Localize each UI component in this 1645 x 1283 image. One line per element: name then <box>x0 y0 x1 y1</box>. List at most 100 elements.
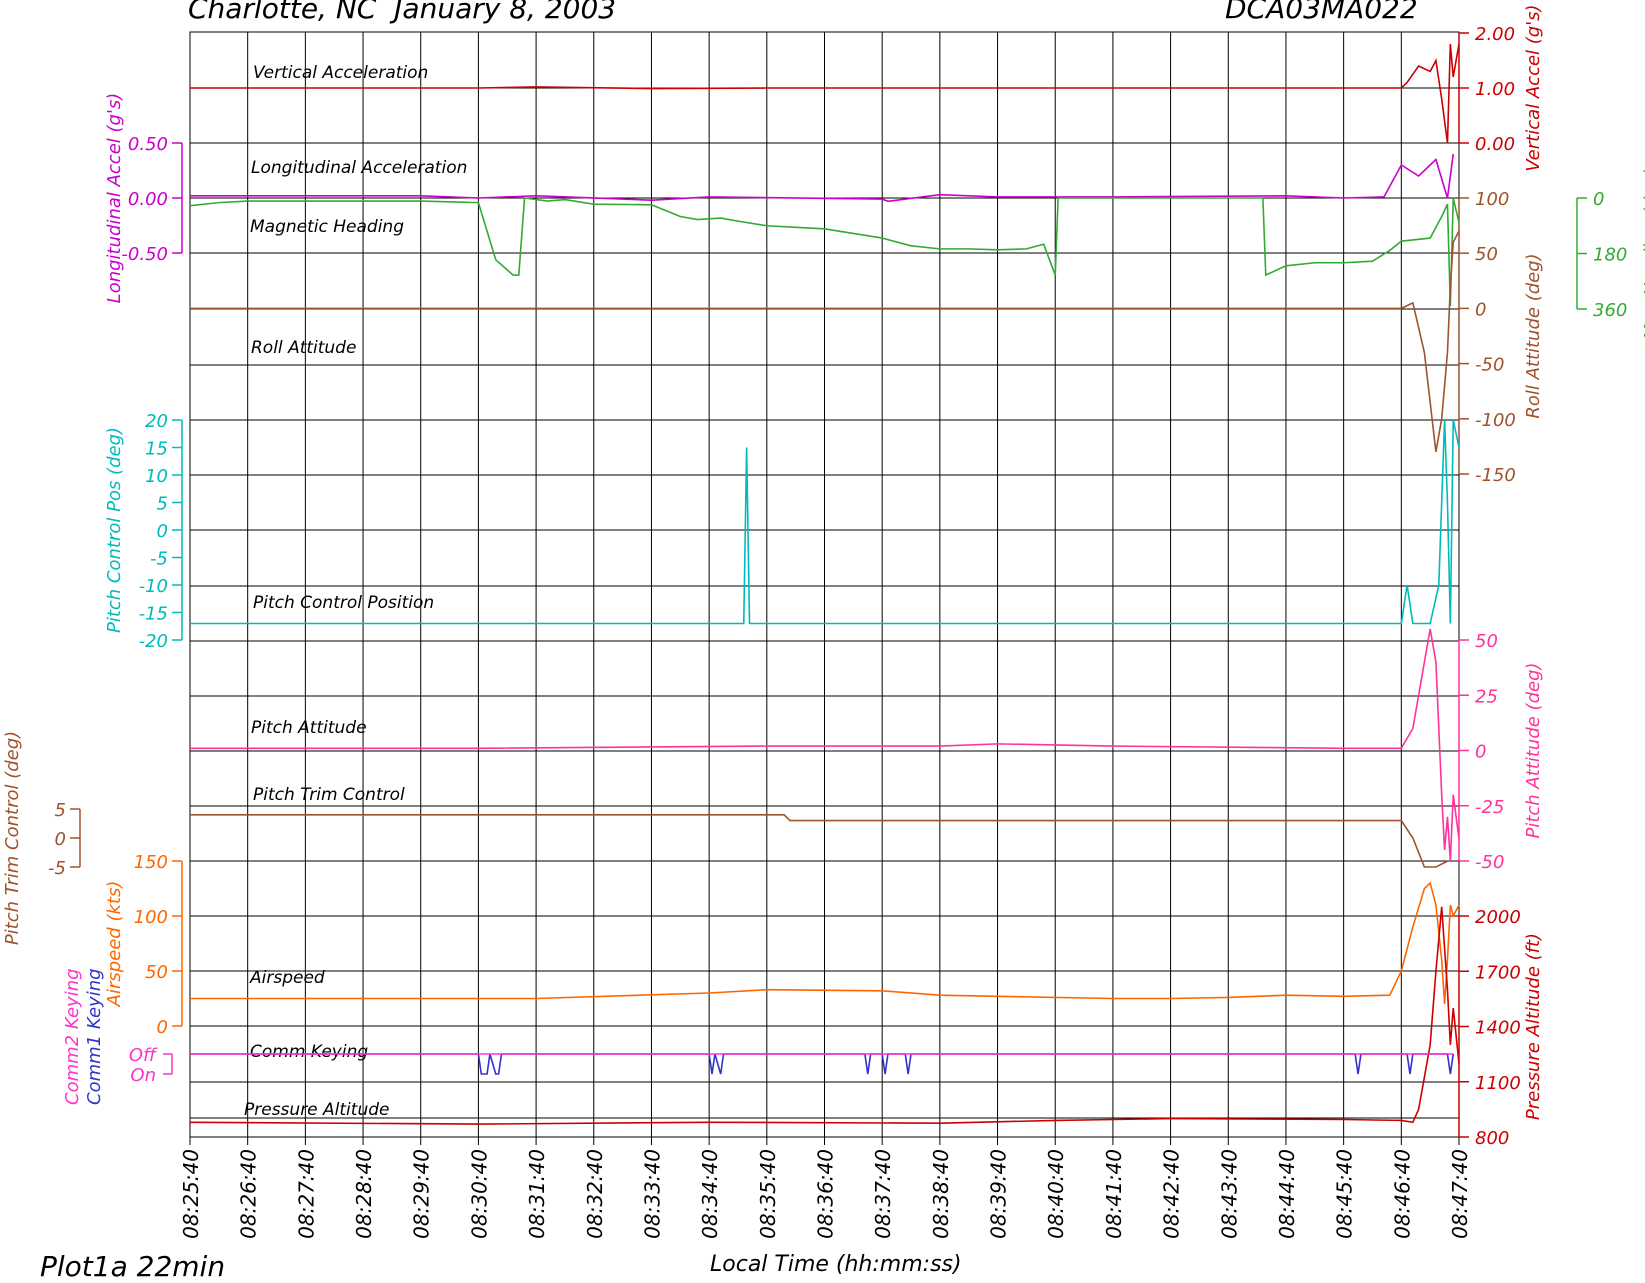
series-label-pitch_att: Pitch Attitude <box>251 718 367 738</box>
axis-tick-label: 25 <box>1475 686 1498 707</box>
axis-tick-label: 0.50 <box>128 134 168 155</box>
axis-tick-label: -5 <box>48 858 66 879</box>
axis-tick-label: 2000 <box>1475 907 1521 928</box>
series-line-comm1 <box>190 1053 1455 1075</box>
axis-tick-label: 2.00 <box>1475 24 1515 45</box>
axis-title-long_accel: Longitudinal Accel (g's) <box>104 93 125 304</box>
series-line-mag_heading <box>189 197 1460 306</box>
x-axis-title: Local Time (hh:mm:ss) <box>710 1252 962 1277</box>
x-tick-label: 08:32:40 <box>583 1149 607 1239</box>
axis-tick-label: -25 <box>1475 797 1504 818</box>
axis-title-airspeed: Airspeed (kts) <box>104 881 125 1008</box>
x-tick-label: 08:37:40 <box>871 1149 895 1239</box>
x-tick-label: 08:41:40 <box>1102 1149 1126 1239</box>
x-tick-label: 08:30:40 <box>467 1149 491 1239</box>
axis-tick-label: 150 <box>134 852 168 873</box>
x-tick-label: 08:28:40 <box>352 1149 376 1239</box>
axis-tick-label: 0.00 <box>1475 134 1515 155</box>
series-label-vert_accel: Vertical Acceleration <box>253 63 428 83</box>
axis-tick-label: 100 <box>1475 189 1509 210</box>
axis-tick-label: 50 <box>1475 244 1498 265</box>
case-id: DCA03MA022 <box>1225 0 1418 25</box>
x-tick-label: 08:35:40 <box>756 1149 780 1239</box>
axis-tick-label: 0 <box>1593 189 1604 210</box>
axis-tick-label: -50 <box>1475 852 1504 873</box>
series-label-mag_heading: Magnetic Heading <box>250 217 404 237</box>
series-label-comm: Comm Keying <box>250 1042 368 1062</box>
series-line-long_accel <box>190 153 1455 203</box>
series-label-long_accel: Longitudinal Acceleration <box>251 158 467 178</box>
series-line-pitch_ctrl <box>190 419 1460 625</box>
axis-title-pitch_att: Pitch Attitude (deg) <box>1523 662 1544 838</box>
axis-tick-label: 180 <box>1593 245 1627 266</box>
x-tick-label: 08:33:40 <box>640 1149 664 1239</box>
axis-tick-label: 800 <box>1475 1128 1509 1149</box>
axis-tick-label: -50 <box>1475 355 1504 376</box>
comm2-axis-title: Comm2 Keying <box>62 968 83 1105</box>
axis-tick-label: -5 <box>150 549 168 570</box>
series-line-pitch_trim <box>190 813 1448 868</box>
axis-tick-label: -10 <box>139 576 168 597</box>
axis-tick-label: 0 <box>1475 299 1486 320</box>
series-label-pitch_trim: Pitch Trim Control <box>253 785 405 805</box>
axis-tick-label: -150 <box>1475 465 1516 486</box>
series-line-pitch_att <box>190 628 1460 862</box>
axis-tick-label: 15 <box>145 439 168 460</box>
x-tick-label: 08:40:40 <box>1044 1149 1068 1239</box>
axis-tick-label: 50 <box>1475 631 1498 652</box>
x-tick-label: 08:25:40 <box>179 1149 203 1239</box>
axis-title-pitch_ctrl: Pitch Control Pos (deg) <box>104 427 125 633</box>
axis-title-vert_accel: Vertical Accel (g's) <box>1523 4 1544 171</box>
series-line-airspeed <box>190 881 1460 1005</box>
axis-tick-label: -100 <box>1475 410 1516 431</box>
axis-tick-label: 1100 <box>1475 1073 1521 1094</box>
series-label-roll: Roll Attitude <box>251 338 356 358</box>
x-tick-label: 08:26:40 <box>237 1149 261 1239</box>
axis-title-pitch_trim: Pitch Trim Control (deg) <box>2 731 23 945</box>
axis-tick-label: 1400 <box>1475 1018 1521 1039</box>
axis-title-mag_heading: Mag Heading (deg) <box>1641 167 1645 339</box>
axis-tick-label: 5 <box>55 800 66 821</box>
comm-on-label: On <box>130 1065 156 1086</box>
x-tick-label: 08:44:40 <box>1275 1149 1299 1239</box>
x-tick-label: 08:46:40 <box>1390 1149 1414 1239</box>
axis-tick-label: 10 <box>145 466 168 487</box>
axis-tick-label: 20 <box>145 411 168 432</box>
axis-tick-label: 50 <box>145 962 168 983</box>
axis-tick-label: 1700 <box>1475 962 1521 983</box>
axis-tick-label: 100 <box>134 907 168 928</box>
x-tick-label: 08:43:40 <box>1217 1149 1241 1239</box>
axis-tick-label: 0 <box>157 521 168 542</box>
x-tick-label: 08:29:40 <box>410 1149 434 1239</box>
x-tick-label: 08:39:40 <box>987 1149 1011 1239</box>
series-label-airspeed: Airspeed <box>249 968 325 988</box>
axis-tick-label: 0.00 <box>128 189 168 210</box>
x-tick-label: 08:45:40 <box>1333 1149 1357 1239</box>
x-tick-label: 08:27:40 <box>294 1149 318 1239</box>
series-line-roll <box>190 230 1460 453</box>
axis-tick-label: 5 <box>157 494 168 515</box>
axis-tick-label: 0 <box>1475 742 1486 763</box>
x-tick-label: 08:34:40 <box>698 1149 722 1239</box>
axis-title-press_alt: Pressure Altitude (ft) <box>1523 933 1544 1120</box>
axis-title-roll: Roll Attitude (deg) <box>1523 253 1544 418</box>
x-tick-label: 08:47:40 <box>1448 1149 1472 1239</box>
axis-tick-label: -20 <box>139 631 168 652</box>
x-tick-label: 08:36:40 <box>814 1149 838 1239</box>
comm1-axis-title: Comm1 Keying <box>84 968 105 1105</box>
x-tick-label: 08:38:40 <box>929 1149 953 1239</box>
axis-tick-label: 1.00 <box>1475 79 1515 100</box>
x-tick-label: 08:42:40 <box>1160 1149 1184 1239</box>
chart-title: Charlotte, NC January 8, 2003 <box>188 0 617 25</box>
series-label-press_alt: Pressure Altitude <box>244 1100 389 1120</box>
axis-tick-label: -15 <box>139 604 168 625</box>
series-label-pitch_ctrl: Pitch Control Position <box>253 593 434 613</box>
axis-tick-label: -0.50 <box>121 244 168 265</box>
series-line-vert_accel <box>190 43 1460 144</box>
axis-tick-label: 0 <box>157 1017 168 1038</box>
x-tick-label: 08:31:40 <box>525 1149 549 1239</box>
comm-off-label: Off <box>129 1045 158 1066</box>
axis-tick-label: 360 <box>1593 300 1627 321</box>
series-line-press_alt <box>189 906 1460 1125</box>
